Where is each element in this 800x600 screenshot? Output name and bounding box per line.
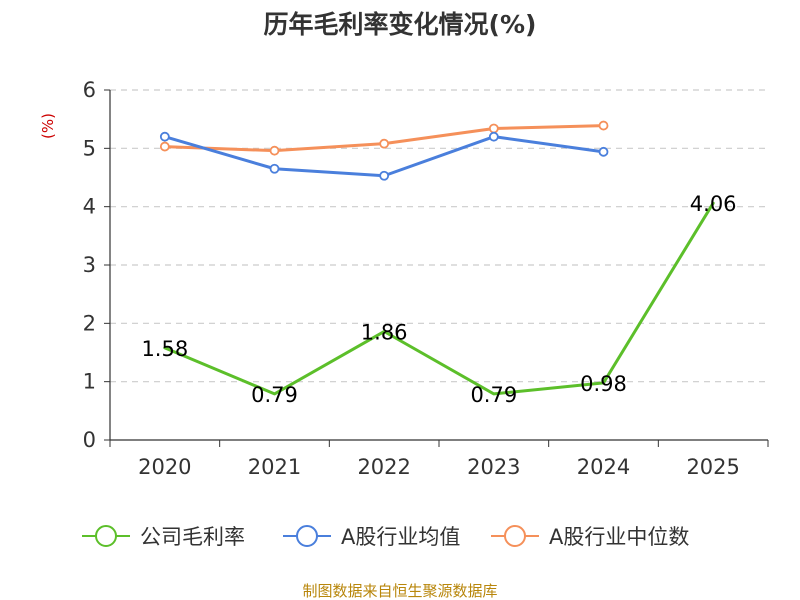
data-point bbox=[488, 123, 499, 134]
y-tick-label: 6 bbox=[83, 78, 96, 102]
legend-marker bbox=[504, 525, 526, 547]
data-labels: 1.58 0.79 1.86 0.79 0.98 4.06 bbox=[141, 192, 736, 407]
y-tick-label: 4 bbox=[83, 195, 96, 219]
axes: 0 1 2 3 4 5 6 2020 2021 2022 2023 2024 2025 bbox=[83, 78, 769, 479]
legend-item[interactable]: 公司毛利率 bbox=[82, 525, 245, 549]
x-tick-label: 2020 bbox=[138, 455, 191, 479]
source-note: 制图数据来自恒生聚源数据库 bbox=[302, 582, 497, 600]
legend-label: A股行业中位数 bbox=[549, 525, 689, 549]
data-point bbox=[598, 120, 609, 131]
legend-item[interactable]: A股行业中位数 bbox=[491, 525, 689, 549]
legend: 公司毛利率 A股行业均值 A股行业中位数 bbox=[82, 525, 689, 549]
y-tick-label: 5 bbox=[83, 136, 96, 160]
data-label: 4.06 bbox=[690, 192, 737, 216]
legend-label: A股行业均值 bbox=[341, 525, 460, 549]
data-point bbox=[598, 146, 609, 157]
legend-marker bbox=[95, 525, 117, 547]
series-lines bbox=[159, 120, 715, 396]
data-point bbox=[379, 170, 390, 181]
data-point bbox=[379, 138, 390, 149]
series-line bbox=[163, 201, 715, 396]
data-label: 1.58 bbox=[141, 337, 188, 361]
x-tick-label: 2025 bbox=[686, 455, 739, 479]
legend-item[interactable]: A股行业均值 bbox=[283, 525, 460, 549]
data-point bbox=[159, 141, 170, 152]
y-tick-label: 0 bbox=[83, 428, 96, 452]
y-axis-unit: (%) bbox=[39, 113, 57, 139]
grid-lines bbox=[110, 89, 768, 383]
x-tick-label: 2023 bbox=[467, 455, 520, 479]
data-label: 0.98 bbox=[580, 372, 627, 396]
data-point bbox=[269, 163, 280, 174]
data-point bbox=[269, 145, 280, 156]
legend-marker bbox=[296, 525, 318, 547]
data-label: 1.86 bbox=[361, 321, 408, 345]
data-label: 0.79 bbox=[470, 383, 517, 407]
y-tick-label: 2 bbox=[83, 311, 96, 335]
data-point bbox=[159, 131, 170, 142]
chart-title: 历年毛利率变化情况(%) bbox=[264, 10, 537, 39]
x-tick-label: 2021 bbox=[248, 455, 301, 479]
x-tick-label: 2022 bbox=[357, 455, 410, 479]
x-tick-label: 2024 bbox=[577, 455, 630, 479]
y-tick-label: 1 bbox=[83, 370, 96, 394]
data-point bbox=[488, 131, 499, 142]
data-label: 0.79 bbox=[251, 383, 298, 407]
legend-label: 公司毛利率 bbox=[140, 525, 245, 549]
y-tick-label: 3 bbox=[83, 253, 96, 277]
